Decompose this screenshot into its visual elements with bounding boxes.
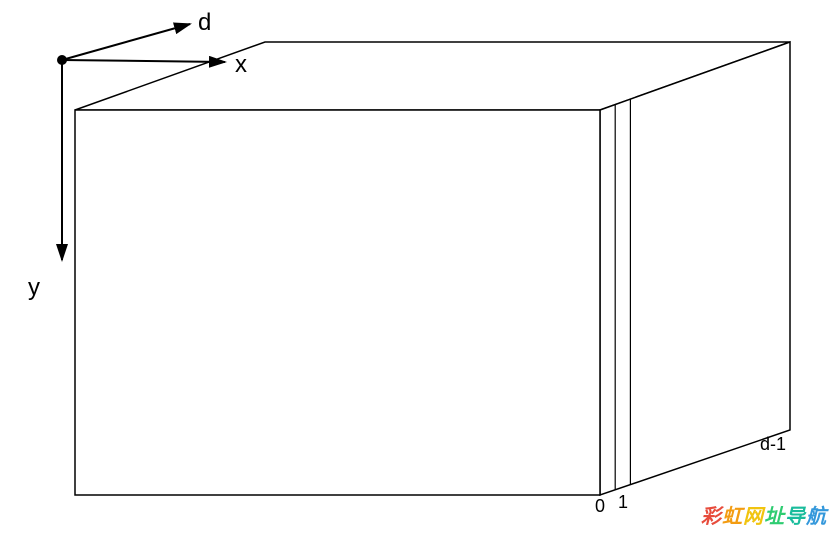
svg-text:d: d <box>198 9 211 36</box>
svg-text:y: y <box>28 274 40 301</box>
svg-text:d-1: d-1 <box>760 434 786 454</box>
coordinate-box-diagram: dx y 01 d-1 <box>0 0 837 537</box>
watermark-text: 彩虹网址导航 <box>701 500 827 529</box>
svg-text:0: 0 <box>595 496 605 516</box>
svg-text:x: x <box>235 51 247 78</box>
diagram-container: dx y 01 d-1 彩虹网址导航 <box>0 0 837 537</box>
svg-text:1: 1 <box>618 492 628 512</box>
